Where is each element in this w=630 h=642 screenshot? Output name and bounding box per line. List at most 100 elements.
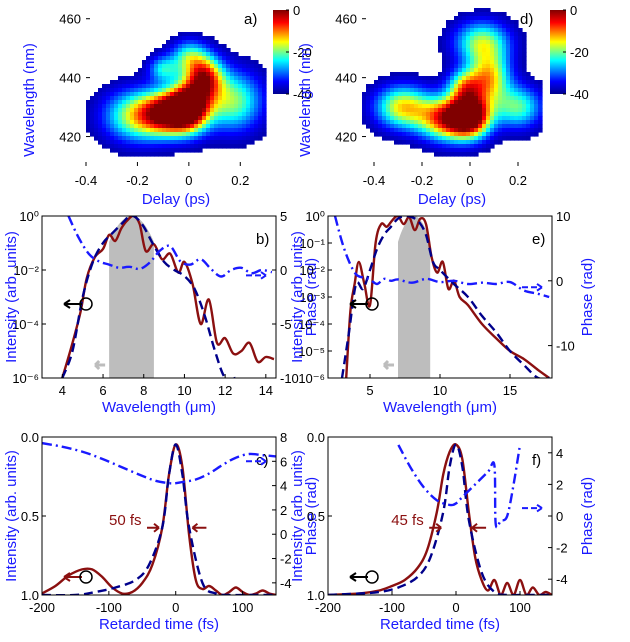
heatmap-cell	[94, 96, 99, 101]
heatmap-cell	[402, 84, 407, 89]
heatmap-cell	[90, 116, 95, 121]
heatmap-cell	[390, 100, 395, 105]
heatmap-cell	[514, 120, 519, 125]
heatmap-cell	[138, 108, 143, 113]
heatmap-cell	[534, 132, 539, 137]
heatmap-cell	[146, 120, 151, 125]
heatmap-cell	[402, 76, 407, 81]
heatmap-cell	[502, 12, 507, 17]
heatmap-cell	[498, 132, 503, 137]
heatmap-cell	[446, 100, 451, 105]
heatmap-cell	[482, 128, 487, 133]
heatmap-cell	[514, 40, 519, 45]
heatmap-cell	[462, 72, 467, 77]
heatmap-cell	[510, 60, 515, 65]
heatmap-cell	[454, 136, 459, 141]
heatmap-cell	[430, 116, 435, 121]
heatmap-cell	[194, 132, 199, 137]
heatmap-cell	[262, 104, 267, 109]
heatmap-cell	[230, 144, 235, 149]
heatmap-cell	[466, 140, 471, 145]
heatmap-cell	[174, 112, 179, 117]
heatmap-cell	[242, 120, 247, 125]
heatmap-cell	[206, 124, 211, 129]
heatmap-cell	[458, 120, 463, 125]
heatmap-cell	[390, 104, 395, 109]
heatmap-cell	[190, 52, 195, 57]
heatmap-cell	[442, 116, 447, 121]
heatmap-cell	[218, 116, 223, 121]
heatmap-cell	[386, 104, 391, 109]
heatmap-cell	[462, 16, 467, 21]
heatmap-cell	[210, 84, 215, 89]
heatmap-cell	[374, 88, 379, 93]
x-tick-label: -0.2	[411, 173, 433, 188]
heatmap-cell	[218, 128, 223, 133]
heatmap-cell	[498, 92, 503, 97]
heatmap-cell	[462, 140, 467, 145]
heatmap-cell	[490, 124, 495, 129]
heatmap-cell	[442, 152, 447, 157]
heatmap-cell	[162, 44, 167, 49]
y2-tick-label: -5	[280, 317, 292, 332]
heatmap-cell	[86, 112, 91, 117]
heatmap-cell	[442, 28, 447, 33]
heatmap-cell	[518, 40, 523, 45]
heatmap-cell	[130, 124, 135, 129]
heatmap-cell	[166, 148, 171, 153]
heatmap-cell	[386, 124, 391, 129]
heatmap-cell	[502, 52, 507, 57]
heatmap-cell	[130, 128, 135, 133]
heatmap-cell	[182, 144, 187, 149]
heatmap-cell	[202, 140, 207, 145]
heatmap-cell	[442, 120, 447, 125]
y2-tick-label: 10	[556, 209, 570, 224]
heatmap-cell	[494, 12, 499, 17]
heatmap-cell	[230, 60, 235, 65]
heatmap-cell	[202, 96, 207, 101]
heatmap-cell	[490, 112, 495, 117]
heatmap-cell	[194, 144, 199, 149]
heatmap-cell	[150, 116, 155, 121]
heatmap-cell	[218, 120, 223, 125]
heatmap-cell	[366, 104, 371, 109]
heatmap-cell	[538, 84, 543, 89]
heatmap-cell	[458, 84, 463, 89]
heatmap-cell	[182, 132, 187, 137]
heatmap-cell	[510, 76, 515, 81]
heatmap-cell	[242, 68, 247, 73]
series-line-dashdot	[42, 441, 276, 485]
heatmap-cell	[238, 104, 243, 109]
heatmap-cell	[534, 120, 539, 125]
heatmap-cell	[258, 124, 263, 129]
right-axis-arrow	[522, 282, 543, 293]
heatmap-cell	[210, 88, 215, 93]
heatmap-cell	[206, 48, 211, 53]
heatmap-cell	[370, 128, 375, 133]
heatmap-cell	[122, 100, 127, 105]
heatmap-cell	[478, 56, 483, 61]
y2-tick-label: 0	[280, 263, 287, 278]
heatmap-cell	[494, 44, 499, 49]
heatmap-cell	[186, 64, 191, 69]
heatmap-cell	[510, 44, 515, 49]
heatmap-cell	[134, 136, 139, 141]
heatmap-cell	[466, 16, 471, 21]
heatmap-cell	[218, 72, 223, 77]
heatmap-cell	[206, 132, 211, 137]
heatmap-cell	[102, 120, 107, 125]
fwhm-arrow-right	[471, 522, 487, 533]
heatmap-cell	[470, 40, 475, 45]
heatmap-cell	[190, 140, 195, 145]
heatmap-cell	[398, 72, 403, 77]
heatmap-cell	[130, 88, 135, 93]
heatmap-cell	[194, 32, 199, 37]
heatmap-cell	[494, 28, 499, 33]
heatmap-cell	[502, 20, 507, 25]
heatmap-cell	[466, 92, 471, 97]
heatmap-cell	[210, 52, 215, 57]
heatmap-cell	[170, 92, 175, 97]
heatmap-cell	[498, 80, 503, 85]
heatmap-cell	[234, 112, 239, 117]
heatmap-cell	[490, 96, 495, 101]
